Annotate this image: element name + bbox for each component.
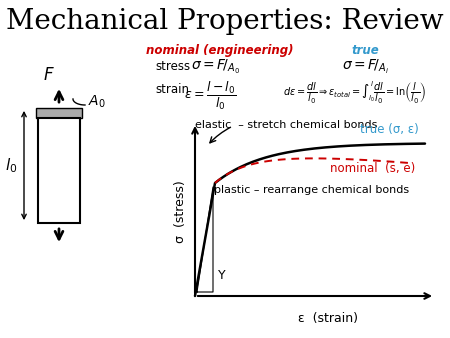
Text: ε  (strain): ε (strain)	[297, 312, 357, 325]
Text: $\varepsilon = \dfrac{l - l_0}{l_0}$: $\varepsilon = \dfrac{l - l_0}{l_0}$	[184, 80, 236, 112]
Text: strain: strain	[155, 83, 189, 96]
Text: $F$: $F$	[43, 67, 55, 84]
Text: $A_0$: $A_0$	[88, 94, 106, 111]
Text: σ  (stress): σ (stress)	[174, 180, 187, 243]
Text: $\sigma = F\!/_{A_i}$: $\sigma = F\!/_{A_i}$	[342, 58, 388, 76]
Text: true (σ, ε): true (σ, ε)	[360, 123, 419, 136]
Text: $l_0$: $l_0$	[4, 156, 17, 175]
Text: $d\varepsilon = \dfrac{dl}{l_0} \Rightarrow \varepsilon_{total} = \int_{l_0}^{l}: $d\varepsilon = \dfrac{dl}{l_0} \Rightar…	[284, 80, 427, 106]
Bar	[36, 108, 82, 118]
Text: Y: Y	[218, 269, 225, 282]
Text: stress: stress	[155, 60, 190, 73]
Text: $\sigma = F\!/_{A_0}$: $\sigma = F\!/_{A_0}$	[190, 58, 239, 76]
Text: elastic  – stretch chemical bonds: elastic – stretch chemical bonds	[195, 120, 377, 130]
Text: nominal  (s, e): nominal (s, e)	[330, 162, 415, 175]
Text: Mechanical Properties: Review: Mechanical Properties: Review	[6, 8, 444, 35]
Text: true: true	[351, 44, 379, 57]
Bar	[38, 118, 80, 223]
Text: plastic – rearrange chemical bonds: plastic – rearrange chemical bonds	[215, 185, 410, 195]
Text: nominal (engineering): nominal (engineering)	[146, 44, 294, 57]
